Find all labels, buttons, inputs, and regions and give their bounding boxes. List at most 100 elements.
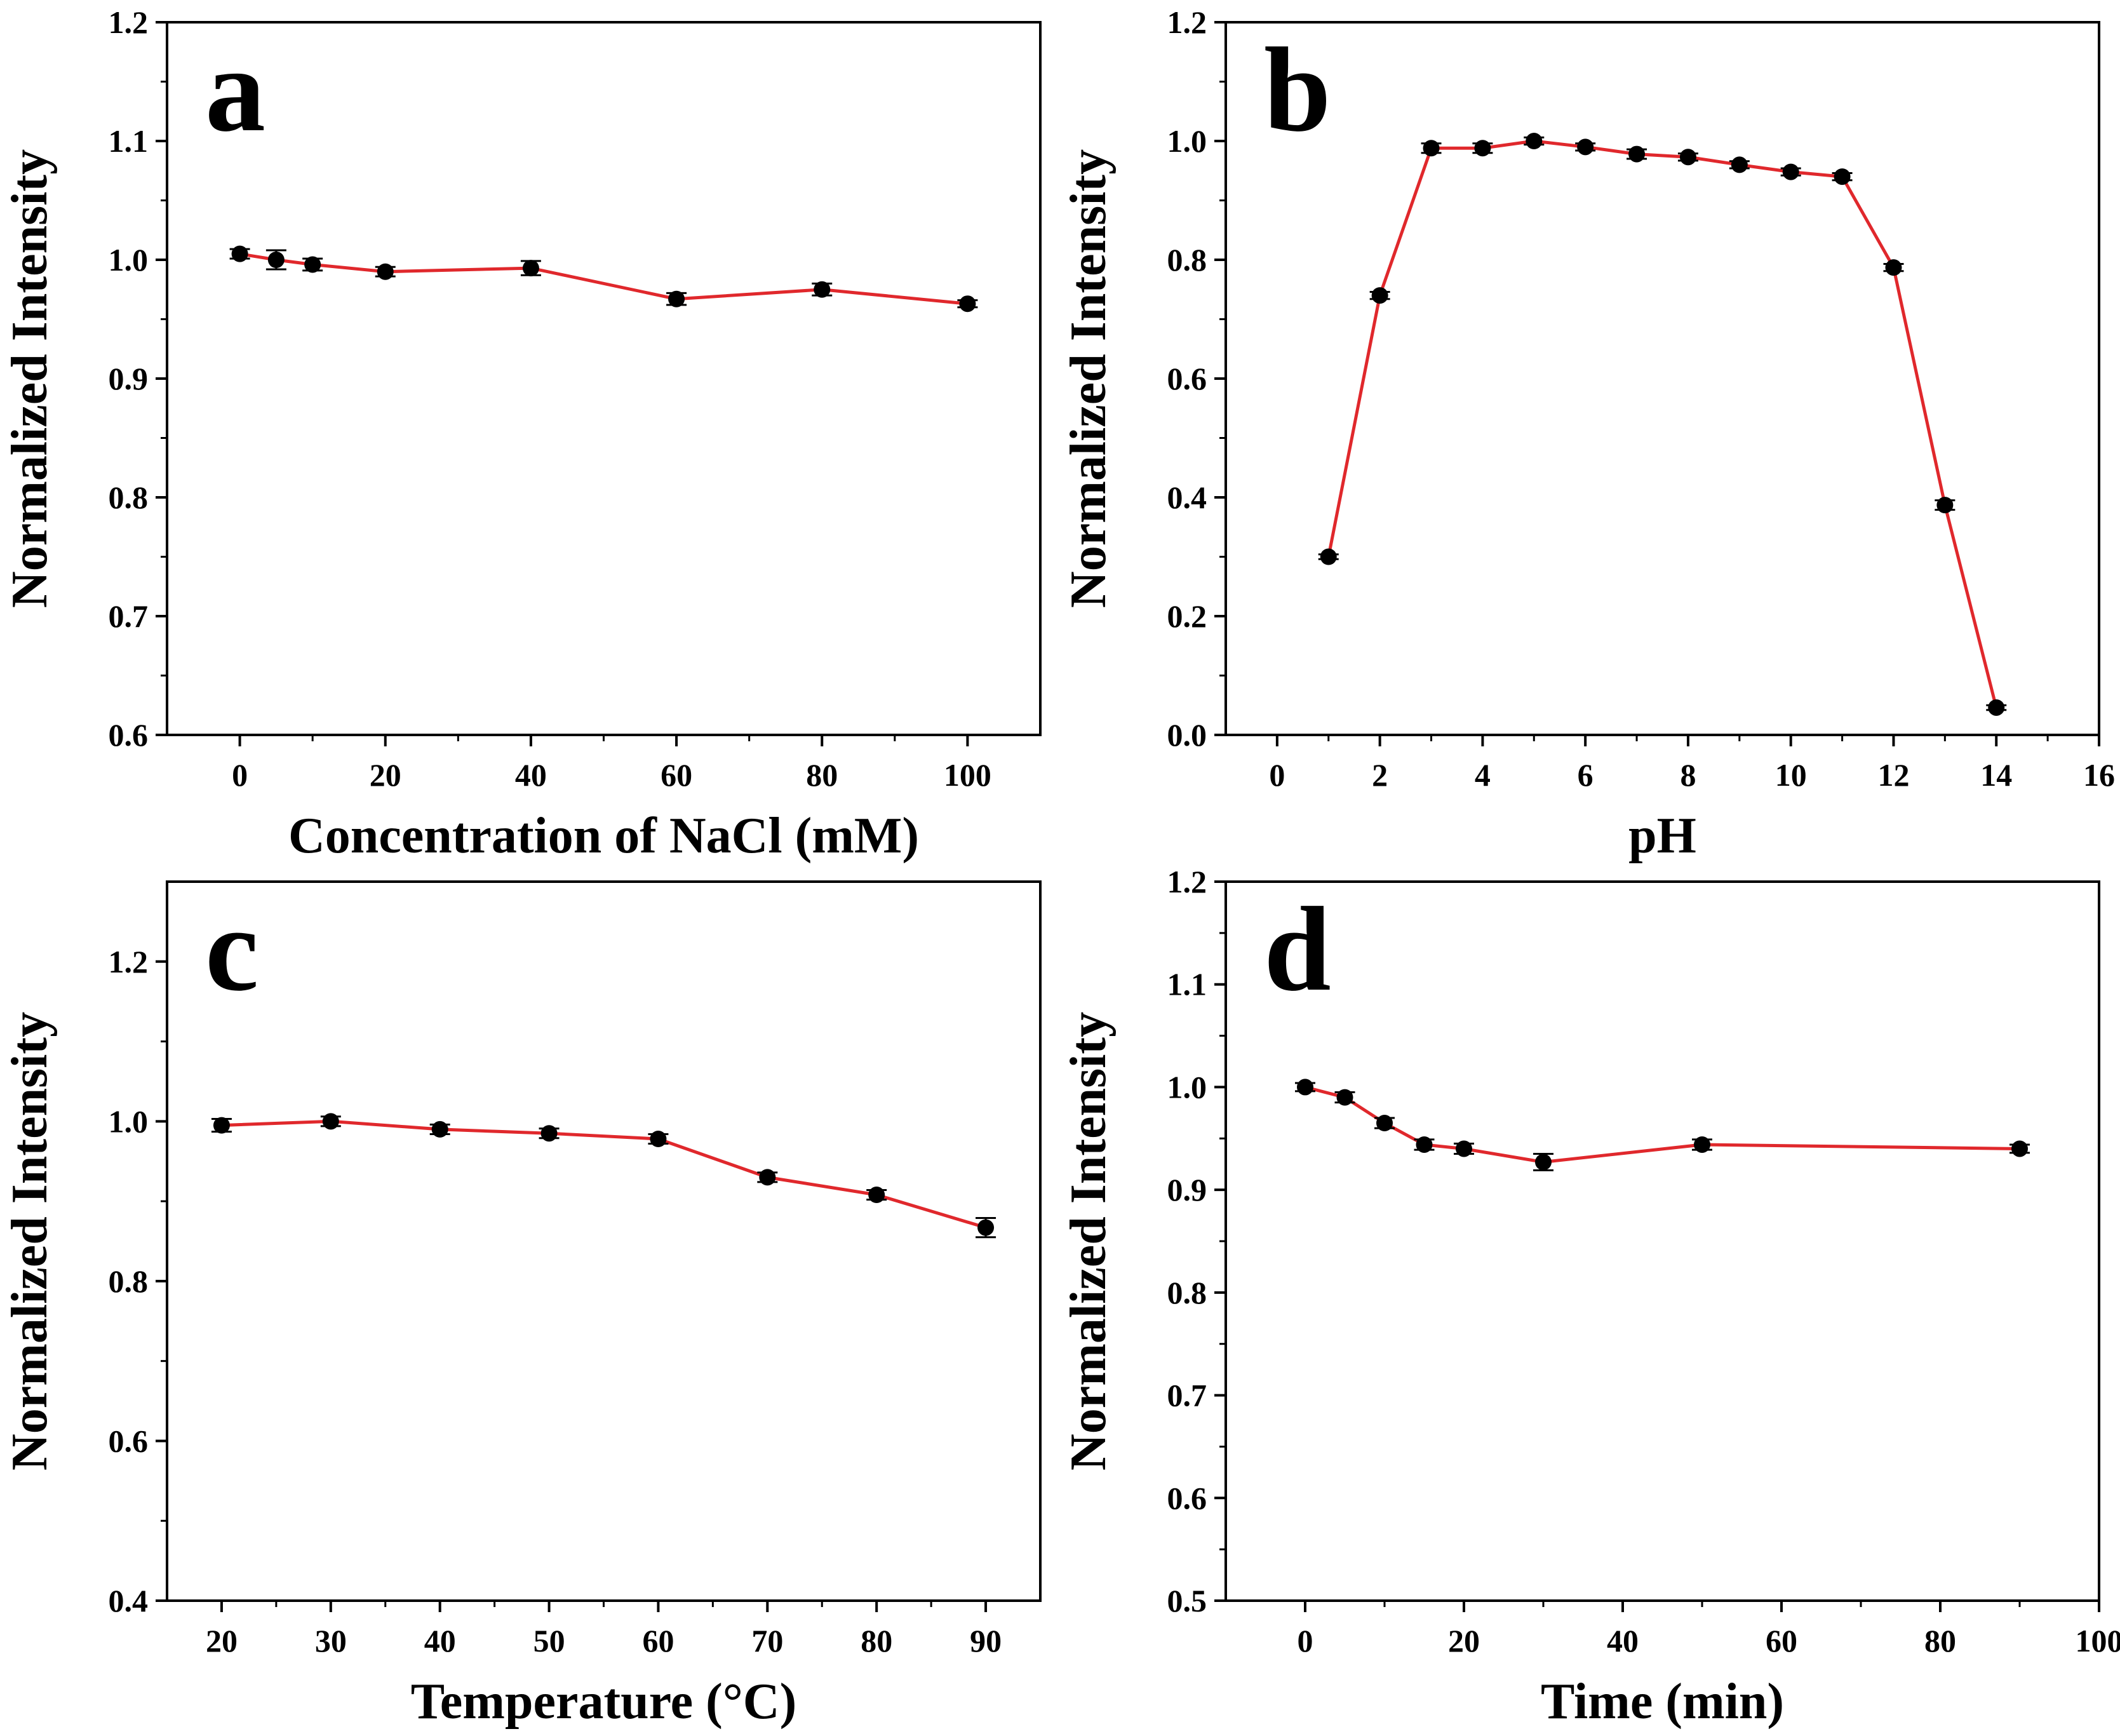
x-tick-label: 60 [642,1623,674,1659]
x-tick-label: 0 [1269,757,1285,793]
data-point [1782,163,1799,180]
y-tick-label: 0.8 [1167,1275,1207,1310]
data-point [540,1125,558,1142]
x-tick-label: 70 [751,1623,783,1659]
data-point [1456,1140,1472,1157]
data-point [431,1120,448,1138]
data-point [1336,1089,1353,1106]
x-tick-label: 10 [1775,757,1807,793]
y-tick-label: 1.0 [1167,123,1207,159]
plot-frame [166,21,1042,736]
data-point [1526,133,1543,149]
x-tick-label: 14 [1980,757,2012,793]
panel-letter: a [205,24,265,157]
panel-letter: d [1264,883,1331,1016]
panel-b: 0.0 0.2 0.4 0.6 0.8 1.0 1.2 0 2 4 6 8 10 12 14 16 pH Norm… [1061,4,2115,864]
y-tick-label: 0.6 [109,1423,149,1458]
data-point [1371,287,1388,304]
x-tick-label: 20 [206,1623,238,1659]
data-point [213,1117,230,1134]
data-point [1423,140,1440,157]
data-point [668,290,685,307]
x-axis-label: Temperature (°C) [411,1674,796,1730]
data-point [814,281,831,298]
x-axis-label: pH [1628,808,1696,864]
x-tick-label: 2 [1372,757,1388,793]
series-line [1305,1085,2020,1164]
data-point [1885,259,1902,276]
y-tick-label: 0.8 [109,480,149,515]
data-point [304,256,321,273]
data-point [1320,548,1337,565]
y-tick-label: 0.7 [109,598,149,634]
series-line [221,1119,986,1229]
data-point [1376,1115,1393,1132]
data-point [231,245,248,262]
x-tick-label: 20 [370,757,401,793]
data-point [1694,1136,1710,1153]
series-line [1327,139,1998,708]
x-tick-label: 20 [1448,1623,1480,1659]
data-point [377,263,394,280]
data-point [1535,1154,1552,1171]
y-axis-label: Normalized Intensity [1061,1012,1117,1470]
data-point [650,1131,667,1148]
x-tick-label: 16 [2083,757,2115,793]
y-tick-label: 0.7 [1167,1378,1207,1413]
x-tick-label: 80 [861,1623,892,1659]
x-tick-label: 60 [1766,1623,1797,1659]
y-axis-label: Normalized Intensity [2,1012,58,1470]
x-tick-label: 80 [806,757,838,793]
data-point [1577,138,1594,156]
data-point [959,295,976,313]
data-point [868,1187,885,1204]
y-tick-label: 1.2 [109,4,149,40]
y-tick-label: 0.4 [1167,480,1207,515]
data-point [2011,1140,2028,1157]
x-tick-label: 100 [944,757,991,793]
y-tick-label: 0.4 [109,1583,149,1618]
y-tick-label: 0.6 [1167,361,1207,396]
plot-frame [1224,21,2100,736]
x-tick-label: 60 [661,757,692,793]
y-tick-label: 1.0 [109,1103,149,1139]
y-tick-label: 0.8 [109,1263,149,1299]
panel-a: 0.6 0.7 0.8 0.9 1.0 1.1 1.2 0 20 40 60 80 100 Concent… [2,4,1042,864]
y-tick-label: 0.0 [1167,717,1207,753]
data-point [1416,1136,1433,1153]
x-tick-label: 90 [970,1623,1002,1659]
data-point [1731,156,1748,173]
y-tick-label: 0.2 [1167,598,1207,634]
data-point [322,1113,339,1130]
data-point [1936,497,1954,514]
panel-d: 0.5 0.6 0.7 0.8 0.9 1.0 1.1 1.2 0 20 40 60 80 100 Time… [1061,864,2120,1730]
y-tick-label: 0.8 [1167,242,1207,278]
data-point [1297,1079,1313,1096]
y-tick-label: 0.5 [1167,1583,1207,1618]
plot-frame [1224,880,2100,1602]
panel-letter: b [1264,24,1331,157]
x-axis-label: Time (min) [1541,1674,1784,1730]
y-tick-label: 1.0 [109,242,149,278]
y-tick-label: 1.2 [109,944,149,979]
y-tick-label: 0.6 [109,717,149,753]
data-point [1834,168,1851,185]
x-tick-label: 80 [1924,1623,1956,1659]
x-axis-label: Concentration of NaCl (mM) [288,808,919,864]
x-tick-label: 12 [1877,757,1909,793]
y-tick-label: 1.1 [109,123,149,159]
x-tick-label: 40 [424,1623,456,1659]
x-tick-label: 100 [2076,1623,2120,1659]
y-tick-label: 1.1 [1167,967,1207,1002]
y-tick-label: 0.9 [109,361,149,396]
y-axis-label: Normalized Intensity [2,149,58,608]
data-point [1679,149,1696,166]
y-tick-label: 1.0 [1167,1069,1207,1105]
y-axis-label: Normalized Intensity [1061,149,1117,608]
panel-c: 0.4 0.6 0.8 1.0 1.2 20 30 40 50 60 70 80 90 Temperatu… [2,880,1042,1730]
x-tick-label: 6 [1578,757,1593,793]
x-tick-label: 4 [1475,757,1491,793]
x-tick-label: 8 [1680,757,1696,793]
panel-letter: c [205,883,258,1016]
x-tick-label: 30 [315,1623,347,1659]
